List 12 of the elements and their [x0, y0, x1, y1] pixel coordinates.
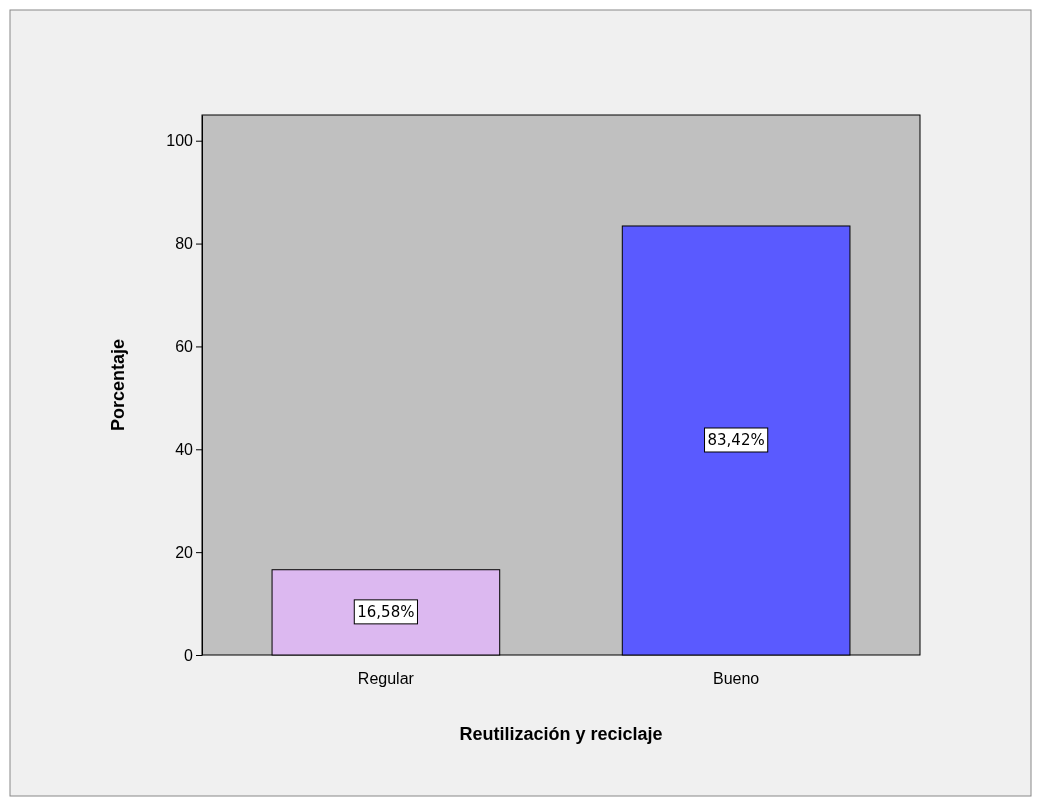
data-label: 16,58% — [357, 602, 415, 621]
x-tick-label: Regular — [357, 669, 415, 687]
y-tick-label: 40 — [175, 440, 194, 458]
y-tick-label: 80 — [175, 235, 194, 253]
x-tick-label: Bueno — [712, 669, 760, 687]
y-tick-label: 60 — [175, 338, 194, 356]
x-axis-title: Reutilización y reciclaje — [459, 724, 663, 744]
data-label: 83,42% — [707, 430, 765, 449]
y-axis-title: Porcentaje — [108, 338, 128, 432]
y-tick-label: 0 — [184, 646, 194, 664]
y-tick-label: 20 — [175, 543, 194, 561]
y-tick-label: 100 — [166, 132, 194, 150]
